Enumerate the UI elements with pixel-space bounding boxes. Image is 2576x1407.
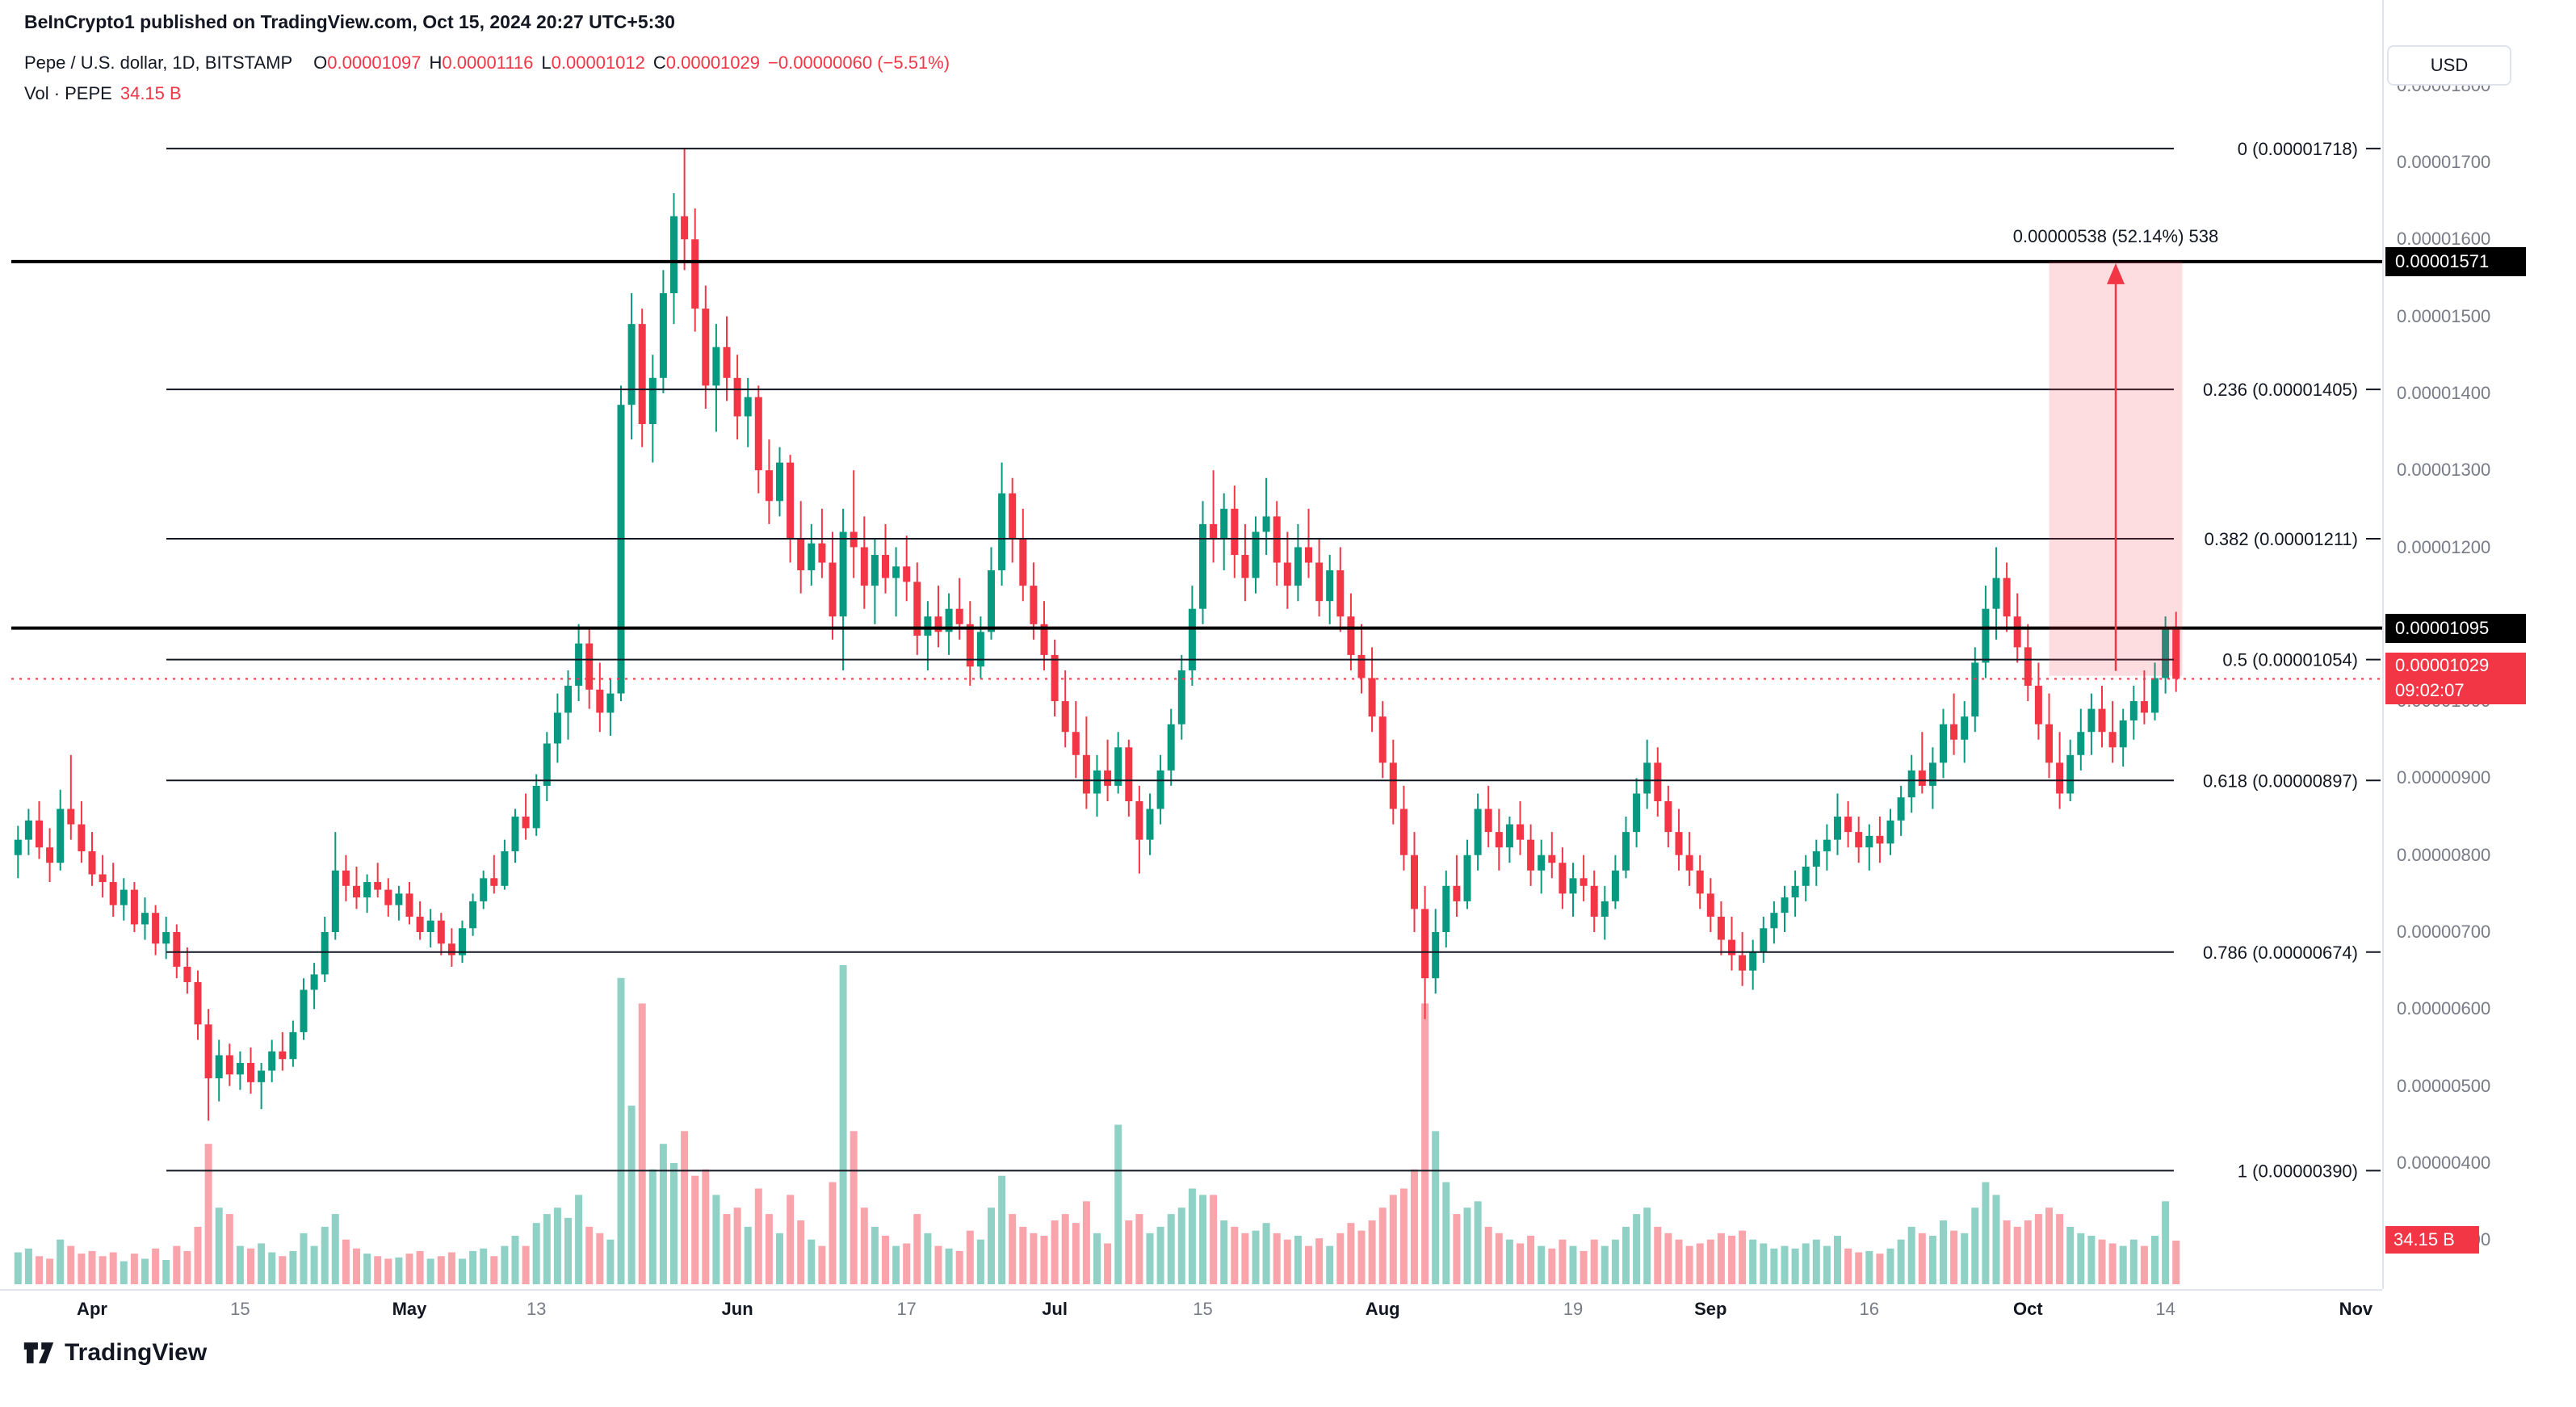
time-axis-label: Jul	[1042, 1299, 1068, 1319]
price-axis-label: 0.00001300	[2397, 460, 2491, 481]
attribution-text: BeInCrypto1 published on TradingView.com…	[24, 11, 675, 32]
fib-retracement[interactable]: 0 (0.00001718) 0.236 (0.00001405) 0.382 (0…	[166, 139, 2381, 1182]
tradingview-logo-text: TradingView	[65, 1339, 208, 1366]
time-axis-label: 13	[526, 1299, 547, 1319]
price-axis-label: 0.00001200	[2397, 536, 2491, 557]
time-axis-label: Oct	[2012, 1299, 2043, 1319]
low-label: L	[541, 52, 552, 73]
last-price-value: 0.00001029	[2395, 655, 2490, 676]
horizontal-price-lines[interactable]	[11, 259, 2382, 680]
high-label: H	[429, 52, 443, 73]
time-axis-label: Apr	[77, 1299, 107, 1319]
currency-button[interactable]: USD	[2387, 45, 2511, 86]
tradingview-logo-icon	[23, 1342, 54, 1363]
price-axis-label: 0.00001400	[2397, 382, 2491, 403]
price-axis-label: 0.00001500	[2397, 305, 2491, 326]
fib-level-label: 0.236 (0.00001405)	[2203, 380, 2358, 400]
fib-level-label: 0.618 (0.00000897)	[2203, 771, 2358, 791]
fib-level-label: 0.786 (0.00000674)	[2203, 943, 2358, 963]
volume-series	[14, 965, 2180, 1284]
price-line-tag-1095: 0.00001095	[2385, 613, 2526, 643]
price-axis[interactable]: 0.00001571 0.00001095 0.00001029 09:02:0…	[2382, 0, 2576, 1289]
price-axis-label: 0.00000500	[2397, 1075, 2491, 1096]
time-axis[interactable]: Apr 15 May 13 Jun 17 Jul 15 Aug 19 Sep 16 Oct 14 Nov	[0, 1289, 2382, 1341]
time-axis-label: 16	[1859, 1299, 1880, 1319]
price-line-tag-1571: 0.00001571	[2385, 246, 2526, 276]
price-range-tool[interactable]	[2049, 261, 2183, 676]
time-axis-label: Aug	[1365, 1299, 1400, 1319]
close-label: C	[652, 52, 666, 73]
symbol-title: Pepe / U.S. dollar, 1D, BITSTAMP	[24, 52, 293, 73]
change-value: −0.00000060 (−5.51%)	[768, 52, 950, 73]
time-axis-label: Sep	[1694, 1299, 1727, 1319]
time-axis-label: Nov	[2339, 1299, 2373, 1319]
close-value: 0.00001029	[665, 52, 760, 73]
time-axis-label: 14	[2155, 1299, 2175, 1319]
last-price-countdown: 09:02:07	[2395, 680, 2465, 701]
open-value: 0.00001097	[327, 52, 422, 73]
volume-value: 34.15 B	[120, 83, 182, 103]
low-value: 0.00001012	[551, 52, 645, 73]
time-axis-label: May	[392, 1299, 427, 1319]
candlestick-series	[14, 148, 2180, 1121]
last-price-tag: 0.00001029 09:02:07	[2385, 653, 2526, 705]
footer: TradingView	[23, 1339, 207, 1367]
volume-legend: Vol · PEPE 34.15 B	[24, 83, 950, 104]
price-axis-label: 0.00000700	[2397, 922, 2491, 942]
fib-level-label: 0.382 (0.00001211)	[2205, 529, 2358, 549]
price-axis-label: 0.00000600	[2397, 998, 2491, 1019]
range-tool-label: 0.00000538 (52.14%) 538	[2012, 225, 2219, 246]
open-label: O	[313, 52, 328, 73]
symbol-legend: Pepe / U.S. dollar, 1D, BITSTAMP O0.00001…	[24, 52, 950, 74]
fib-level-label: 0.5 (0.00001054)	[2222, 650, 2358, 670]
fib-level-label: 0 (0.00001718)	[2238, 139, 2358, 159]
price-axis-label: 0.00000900	[2397, 767, 2491, 788]
time-axis-label: 15	[1193, 1299, 1213, 1319]
price-axis-label: 0.00001600	[2397, 229, 2491, 250]
price-axis-label: 0.00000800	[2397, 844, 2491, 865]
volume-label: Vol · PEPE	[24, 83, 112, 103]
tradingview-logo[interactable]: TradingView	[23, 1339, 207, 1367]
time-axis-label: Jun	[721, 1299, 753, 1319]
fib-level-label: 1 (0.00000390)	[2238, 1161, 2358, 1181]
price-axis-label: 0.00000400	[2397, 1152, 2491, 1173]
price-axis-label: 0.00001700	[2397, 152, 2491, 172]
volume-axis-badge: 34.15 B	[2385, 1226, 2479, 1254]
range-arrow-icon	[2107, 262, 2125, 284]
chart-header: BeInCrypto1 published on TradingView.com…	[24, 11, 950, 104]
time-axis-label: 17	[896, 1299, 917, 1319]
high-value: 0.00001116	[442, 52, 534, 73]
time-axis-label: 15	[230, 1299, 250, 1319]
time-axis-label: 19	[1563, 1299, 1584, 1319]
